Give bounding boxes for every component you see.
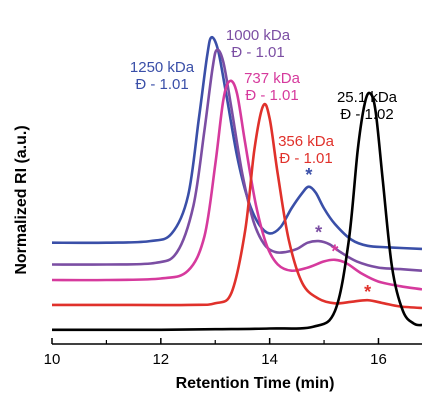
series-label-1250-kda-mw: 1250 kDa: [130, 59, 195, 76]
x-axis-title: Retention Time (min): [176, 375, 335, 392]
series-label-737-kda-mw: 737 kDa: [244, 70, 301, 87]
x-tick-label: 14: [261, 351, 278, 368]
series-label-25-kda-mw: 25.1 kDa: [337, 89, 398, 106]
series-label-737-kda-dispersity: Đ - 1.01: [245, 87, 298, 104]
series-label-1000-kda-mw: 1000 kDa: [226, 27, 291, 44]
series-line-737-kda: [51, 79, 422, 291]
series-line-356-kda: [52, 102, 422, 310]
x-tick-label: 16: [370, 351, 387, 368]
series-label-25-kda-dispersity: Đ - 1.02: [340, 106, 393, 123]
series-label-356-kda-dispersity: Đ - 1.01: [279, 150, 332, 167]
series-curves: [51, 35, 422, 332]
x-tick-label: 12: [152, 351, 169, 368]
series-line-1250-kda: [51, 35, 422, 251]
series-label-356-kda-mw: 356 kDa: [278, 133, 335, 150]
y-axis-title: Normalized RI (a.u.): [13, 125, 30, 274]
x-ticks: 10 12 14 16: [44, 338, 387, 368]
shoulder-marker-356-kda: *: [364, 282, 371, 302]
shoulder-marker-737-kda: *: [331, 241, 338, 261]
series-line-1000-kda: [51, 48, 422, 272]
shoulder-markers: * * * *: [305, 165, 371, 302]
series-line-25-kda: [51, 91, 422, 332]
x-tick-label: 10: [44, 351, 61, 368]
shoulder-marker-1000-kda: *: [315, 223, 322, 243]
series-label-1000-kda-dispersity: Đ - 1.01: [231, 44, 284, 61]
shoulder-marker-1250-kda: *: [305, 165, 312, 185]
series-label-1250-kda-dispersity: Đ - 1.01: [135, 76, 188, 93]
